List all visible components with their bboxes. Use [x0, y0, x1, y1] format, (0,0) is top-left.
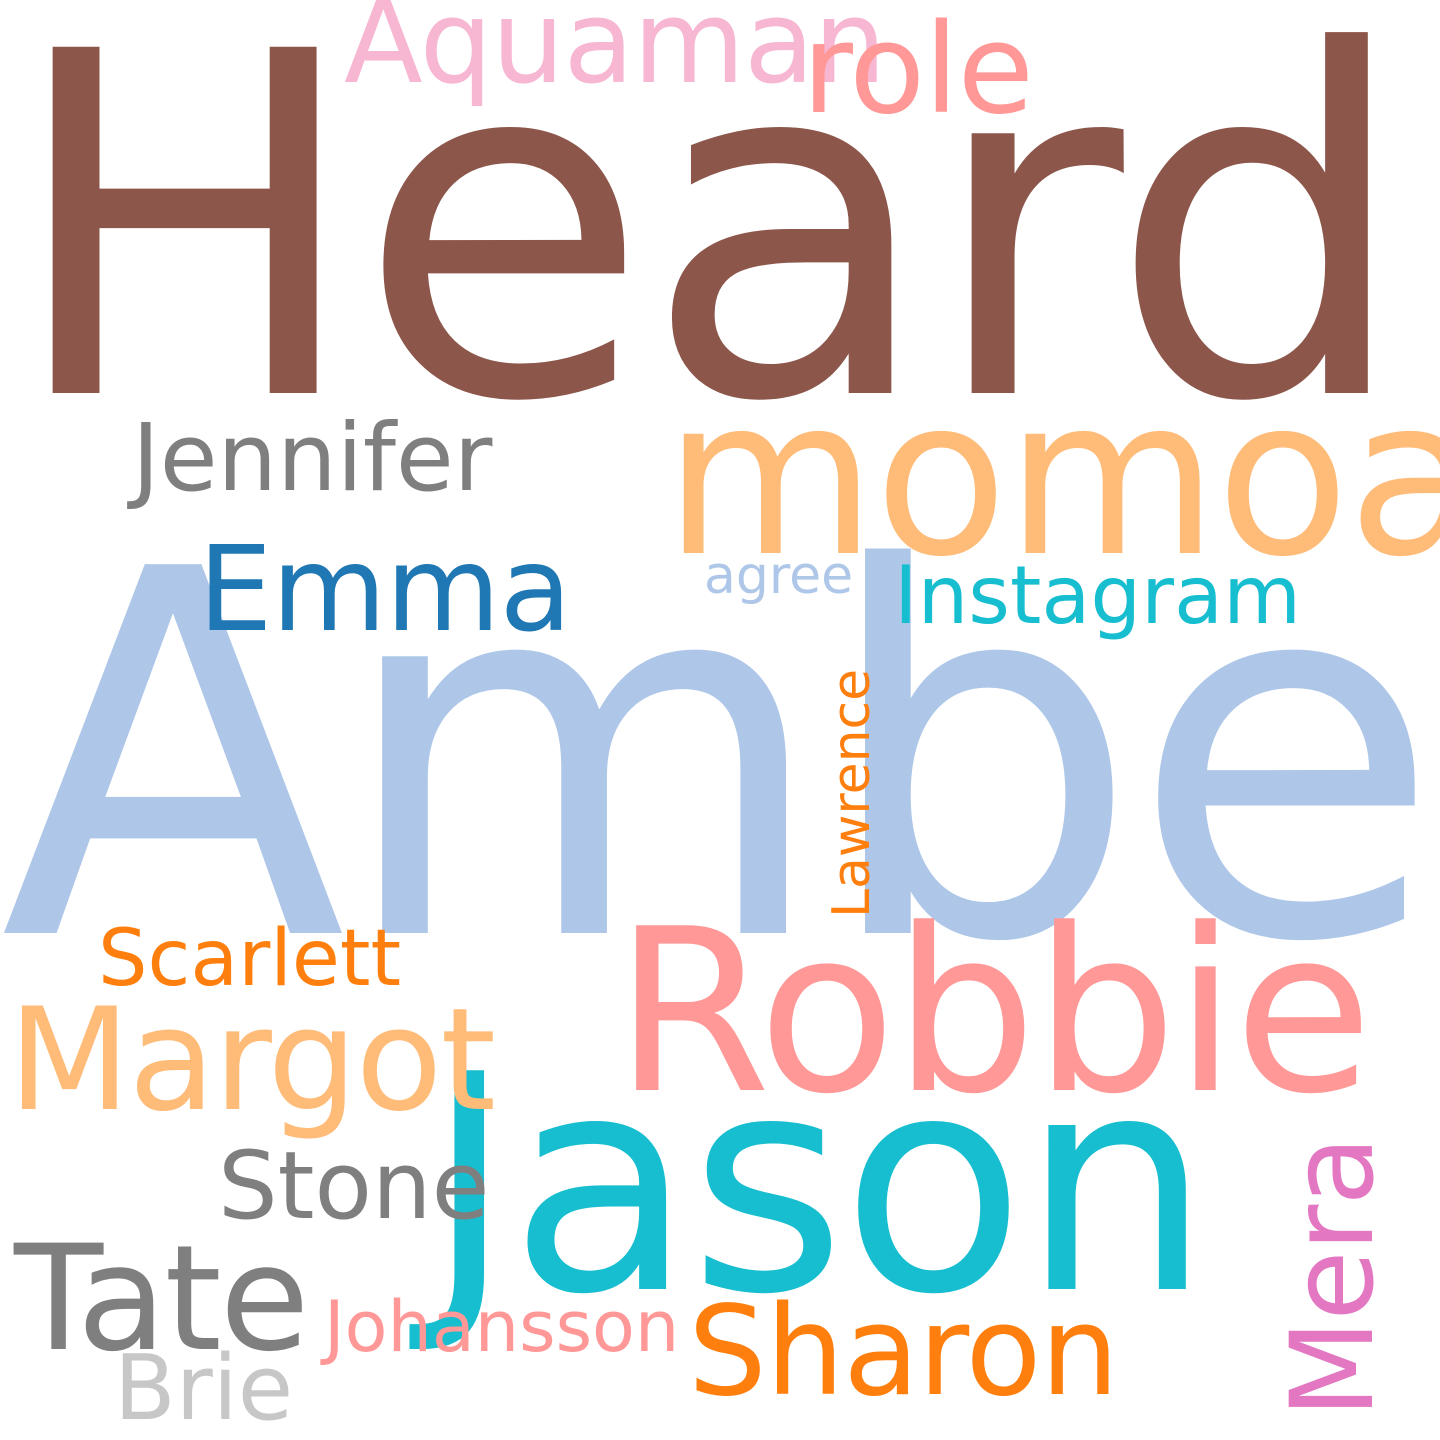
word-lawrence: Lawrence [822, 668, 882, 918]
word-amber: Amber [0, 464, 1440, 1053]
word-margot: Margot [8, 978, 496, 1143]
word-emma: Emma [198, 520, 572, 658]
word-jennifer: Jennifer [132, 404, 493, 513]
word-agree: agree [704, 546, 854, 606]
word-aquaman: Aquaman [344, 0, 886, 110]
word-brie: Brie [114, 1336, 294, 1440]
word-robbie: Robbie [614, 881, 1373, 1144]
word-scarlett: Scarlett [98, 914, 402, 1004]
word-heard: Heard [6, 0, 1411, 506]
word-sharon: Sharon [688, 1280, 1119, 1424]
word-johansson: Johansson [324, 1286, 680, 1368]
word-stone: Stone [218, 1132, 490, 1241]
word-mera: Mera [1266, 1136, 1399, 1418]
word-momoa: momoa [664, 352, 1440, 605]
word-jason: Jason [425, 1011, 1211, 1360]
word-instagram: Instagram [894, 549, 1301, 642]
word-tate: Tate [14, 1214, 310, 1384]
word-role: role [802, 0, 1034, 142]
